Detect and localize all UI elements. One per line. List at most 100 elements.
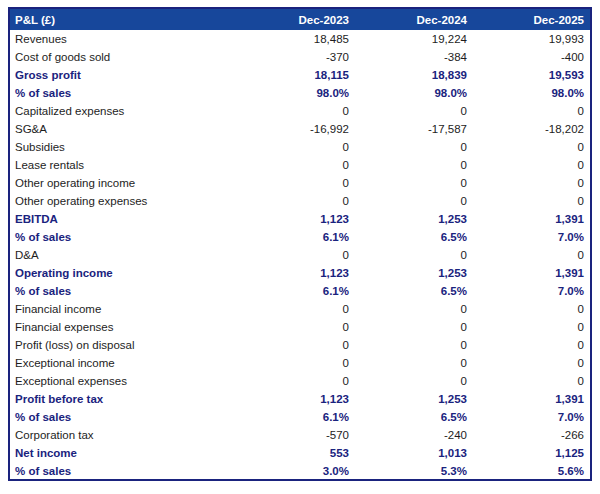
row-value: 1,253	[355, 210, 473, 228]
row-value: 0	[355, 318, 473, 336]
table-row: Other operating expenses 0 0 0	[9, 192, 591, 210]
row-value: 1,253	[355, 264, 473, 282]
table-row: Financial expenses 0 0 0	[9, 318, 591, 336]
row-value: 0	[237, 336, 355, 354]
row-value: 6.1%	[237, 408, 355, 426]
table-row: Operating income 1,123 1,253 1,391	[9, 264, 591, 282]
table-body: Revenues 18,485 19,224 19,993 Cost of go…	[9, 30, 591, 480]
row-value: 0	[473, 372, 591, 390]
row-value: 0	[355, 192, 473, 210]
row-value: 5.6%	[473, 462, 591, 480]
table-row: Net income 553 1,013 1,125	[9, 444, 591, 462]
row-label: Gross profit	[9, 66, 237, 84]
row-value: 1,391	[473, 264, 591, 282]
table-header-title: P&L (£)	[9, 8, 237, 30]
row-value: 0	[237, 246, 355, 264]
table-row: % of sales 98.0% 98.0% 98.0%	[9, 84, 591, 102]
table-row: D&A 0 0 0	[9, 246, 591, 264]
row-value: 1,125	[473, 444, 591, 462]
table-row: Profit (loss) on disposal 0 0 0	[9, 336, 591, 354]
row-value: 19,593	[473, 66, 591, 84]
row-value: 98.0%	[355, 84, 473, 102]
table-row: Revenues 18,485 19,224 19,993	[9, 30, 591, 48]
row-value: 18,485	[237, 30, 355, 48]
row-value: 98.0%	[237, 84, 355, 102]
row-value: 18,115	[237, 66, 355, 84]
table-row: Exceptional expenses 0 0 0	[9, 372, 591, 390]
row-value: 6.1%	[237, 282, 355, 300]
row-value: 0	[237, 156, 355, 174]
row-value: 0	[355, 102, 473, 120]
row-value: 0	[237, 192, 355, 210]
row-value: 19,993	[473, 30, 591, 48]
row-label: % of sales	[9, 282, 237, 300]
table-row: Cost of goods sold -370 -384 -400	[9, 48, 591, 66]
row-label: Lease rentals	[9, 156, 237, 174]
table-row: Gross profit 18,115 18,839 19,593	[9, 66, 591, 84]
table-row: Capitalized expenses 0 0 0	[9, 102, 591, 120]
row-value: -266	[473, 426, 591, 444]
row-value: 1,123	[237, 390, 355, 408]
row-value: 0	[473, 138, 591, 156]
row-value: 6.5%	[355, 228, 473, 246]
row-value: 7.0%	[473, 228, 591, 246]
row-label: Subsidies	[9, 138, 237, 156]
table-header-col-dec-2024: Dec-2024	[355, 8, 473, 30]
row-value: 0	[237, 102, 355, 120]
row-value: 1,123	[237, 264, 355, 282]
table-row: Other operating income 0 0 0	[9, 174, 591, 192]
table-row: EBITDA 1,123 1,253 1,391	[9, 210, 591, 228]
row-label: Operating income	[9, 264, 237, 282]
row-label: Exceptional expenses	[9, 372, 237, 390]
row-value: 0	[355, 138, 473, 156]
row-value: 0	[473, 354, 591, 372]
table-header-col-dec-2023: Dec-2023	[237, 8, 355, 30]
row-value: 0	[355, 336, 473, 354]
row-label: Other operating income	[9, 174, 237, 192]
row-value: 5.3%	[355, 462, 473, 480]
row-value: -16,992	[237, 120, 355, 138]
row-label: Profit before tax	[9, 390, 237, 408]
row-value: 0	[473, 156, 591, 174]
row-value: 0	[473, 174, 591, 192]
table-row: Exceptional income 0 0 0	[9, 354, 591, 372]
row-value: 6.5%	[355, 282, 473, 300]
row-value: 1,013	[355, 444, 473, 462]
table-row: Lease rentals 0 0 0	[9, 156, 591, 174]
table-header-row: P&L (£) Dec-2023 Dec-2024 Dec-2025	[9, 8, 591, 30]
row-value: 0	[473, 318, 591, 336]
row-value: -400	[473, 48, 591, 66]
row-label: % of sales	[9, 228, 237, 246]
row-value: 0	[473, 300, 591, 318]
row-value: 98.0%	[473, 84, 591, 102]
row-label: Other operating expenses	[9, 192, 237, 210]
row-value: 0	[237, 138, 355, 156]
row-label: Cost of goods sold	[9, 48, 237, 66]
row-value: 0	[237, 354, 355, 372]
row-value: 6.1%	[237, 228, 355, 246]
row-value: -370	[237, 48, 355, 66]
row-value: 19,224	[355, 30, 473, 48]
row-label: Net income	[9, 444, 237, 462]
row-label: D&A	[9, 246, 237, 264]
row-value: 6.5%	[355, 408, 473, 426]
row-label: % of sales	[9, 462, 237, 480]
row-value: -18,202	[473, 120, 591, 138]
row-value: 0	[237, 300, 355, 318]
table-row: Profit before tax 1,123 1,253 1,391	[9, 390, 591, 408]
row-value: -384	[355, 48, 473, 66]
table-row: % of sales 3.0% 5.3% 5.6%	[9, 462, 591, 480]
row-label: % of sales	[9, 84, 237, 102]
row-value: 0	[355, 246, 473, 264]
row-value: 7.0%	[473, 408, 591, 426]
table-row: % of sales 6.1% 6.5% 7.0%	[9, 228, 591, 246]
row-value: 0	[355, 372, 473, 390]
row-value: 3.0%	[237, 462, 355, 480]
row-label: EBITDA	[9, 210, 237, 228]
row-value: 0	[355, 156, 473, 174]
table-row: Financial income 0 0 0	[9, 300, 591, 318]
row-value: 1,391	[473, 210, 591, 228]
row-label: Financial income	[9, 300, 237, 318]
table-row: % of sales 6.1% 6.5% 7.0%	[9, 282, 591, 300]
table-row: Corporation tax -570 -240 -266	[9, 426, 591, 444]
